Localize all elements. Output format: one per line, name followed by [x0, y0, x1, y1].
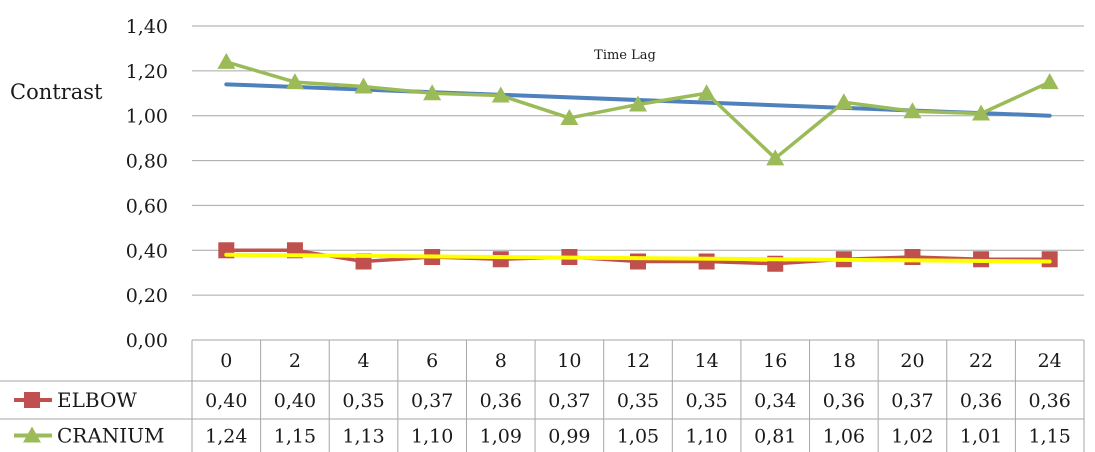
legend-label: ELBOW: [57, 388, 137, 412]
data-table-cell: 1,13: [342, 426, 384, 448]
data-table-cell: 0,34: [754, 390, 796, 412]
data-point: [834, 93, 853, 110]
x-tick-label: 20: [900, 350, 924, 372]
data-point: [904, 249, 921, 266]
y-tick-label: 1,20: [126, 61, 168, 83]
legend-marker: [23, 426, 41, 443]
gridlines: [192, 25, 1084, 341]
data-table-cell: 0,81: [754, 426, 796, 448]
data-point: [492, 251, 509, 268]
data-point: [903, 102, 922, 119]
y-tick-label: 0,60: [126, 195, 168, 217]
data-table-cell: 0,36: [823, 390, 865, 412]
x-tick-label: 0: [220, 350, 232, 372]
y-tick-label: 0,80: [126, 151, 168, 173]
y-axis-label: Contrast: [10, 80, 103, 104]
data-point: [698, 253, 715, 270]
data-point: [1040, 73, 1059, 90]
y-tick-label: 0,00: [126, 330, 168, 352]
data-point: [1041, 251, 1058, 268]
data-point: [217, 52, 236, 69]
data-point: [354, 77, 373, 94]
data-table-cell: 0,35: [342, 390, 384, 412]
x-tick-label: 6: [426, 350, 438, 372]
y-tick-label: 0,40: [126, 240, 168, 262]
data-table-cell: 1,01: [960, 426, 1002, 448]
y-tick-label: 1,40: [126, 16, 168, 38]
data-point: [629, 95, 647, 112]
data-point: [697, 84, 716, 101]
trendline: [224, 252, 1052, 264]
x-tick-label: 8: [495, 350, 507, 372]
data-table-cell: 1,15: [1029, 426, 1071, 448]
x-tick-label: 4: [357, 350, 369, 372]
data-table-cell: 0,35: [617, 390, 659, 412]
x-tick-label: 18: [832, 350, 856, 372]
data-point: [560, 108, 579, 125]
y-tick-label: 0,20: [126, 285, 168, 307]
data-table-cell: 0,99: [548, 426, 590, 448]
data-table-cell: 0,40: [274, 390, 316, 412]
data-table-cell: 1,15: [274, 426, 316, 448]
series-lines: [217, 52, 1059, 272]
data-table-cell: 0,35: [685, 390, 727, 412]
data-point: [766, 149, 785, 166]
data-table-cell: 1,10: [685, 426, 727, 448]
data-table-cell: 0,37: [411, 390, 453, 412]
data-table-cell: 1,02: [891, 426, 933, 448]
data-table-cell: 1,10: [411, 426, 453, 448]
x-tick-label: 24: [1038, 350, 1062, 372]
data-table-cell: 0,36: [1029, 390, 1071, 412]
data-table-cell: 0,36: [480, 390, 522, 412]
data-table-cell: 1,06: [823, 426, 865, 448]
data-table-cell: 1,24: [205, 426, 247, 448]
data-point: [630, 253, 646, 270]
y-tick-label: 1,00: [126, 106, 168, 128]
data-point: [972, 104, 991, 121]
data-table-cell: 0,37: [548, 390, 590, 412]
data-table-cell: 0,36: [960, 390, 1002, 412]
x-tick-label: 22: [969, 350, 993, 372]
data-point: [491, 86, 510, 103]
legend-label: CRANIUM: [57, 424, 165, 448]
legend-marker: [24, 392, 40, 408]
x-tick-label: 16: [763, 350, 787, 372]
chart-title: Time Lag: [594, 48, 656, 63]
y-axis-ticks: 0,00 0,20 0,40 0,60 0,80 1,00 1,20 1,40: [126, 16, 168, 352]
data-point: [285, 73, 304, 90]
x-tick-label: 12: [626, 350, 650, 372]
data-table-cell: 1,05: [617, 426, 659, 448]
data-table-cell: 0,37: [891, 390, 933, 412]
data-point: [423, 84, 442, 101]
x-tick-label: 2: [289, 350, 301, 372]
data-table-cell: 1,09: [480, 426, 522, 448]
data-table-cell: 0,40: [205, 390, 247, 412]
x-tick-label: 14: [695, 350, 719, 372]
x-tick-label: 10: [557, 350, 581, 372]
